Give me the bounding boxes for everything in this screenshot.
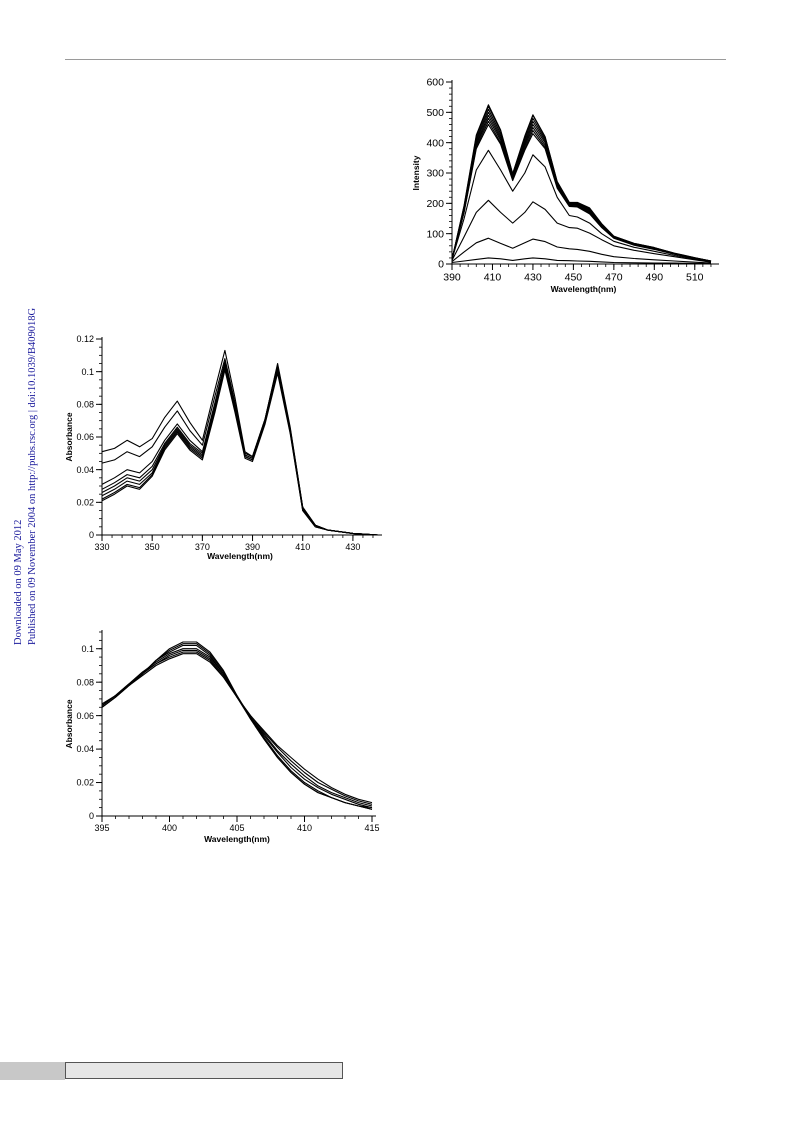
x-tick-label: 470 — [605, 272, 623, 284]
y-tick-label: 0.08 — [76, 399, 94, 409]
series-line-4 — [451, 149, 712, 263]
y-tick-label: 0.1 — [81, 367, 94, 377]
x-tick-label: 350 — [145, 542, 160, 552]
download-sidebar: Downloaded on 09 May 2012 Published on 0… — [12, 285, 48, 645]
series-line-2 — [101, 367, 379, 536]
y-tick-label: 400 — [426, 137, 444, 149]
x-axis-label: Wavelength(nm) — [204, 834, 270, 844]
footer-bar — [65, 1062, 343, 1079]
series-line-1 — [451, 257, 712, 265]
series-line-5 — [101, 362, 379, 536]
series-line-2 — [101, 643, 373, 810]
y-tick-label: 0.04 — [76, 465, 94, 475]
series-line-7 — [101, 653, 373, 804]
x-tick-label: 415 — [364, 823, 379, 833]
header-rule — [65, 59, 726, 60]
series-line-6 — [451, 120, 712, 262]
absorbance-zoom-chart: 395 400 405 410 415 0 0.02 0.04 0.06 0.08 0.1 Wavel… — [64, 630, 380, 844]
x-tick-label: 390 — [443, 272, 461, 284]
y-axis-label: Absorbance — [64, 699, 74, 748]
y-tick-label: 0.12 — [76, 334, 94, 344]
x-tick-label: 395 — [94, 823, 109, 833]
y-tick-label: 0.06 — [76, 711, 94, 721]
y-tick-label: 0 — [89, 811, 94, 821]
x-tick-label: 430 — [524, 272, 542, 284]
x-tick-label: 330 — [94, 542, 109, 552]
x-tick-label: 410 — [297, 823, 312, 833]
series-line-6 — [101, 361, 379, 536]
x-tick-label: 430 — [345, 542, 360, 552]
x-axis-label: Wavelength(nm) — [551, 284, 617, 294]
x-axis-label: Wavelength(nm) — [207, 551, 273, 561]
y-tick-label: 0.06 — [76, 432, 94, 442]
y-tick-label: 300 — [426, 168, 444, 180]
x-tick-label: 400 — [162, 823, 177, 833]
series-line-5 — [451, 123, 712, 262]
x-tick-label: 510 — [686, 272, 704, 284]
y-tick-label: 200 — [426, 198, 444, 210]
y-tick-label: 0 — [438, 259, 444, 271]
series-line-7 — [451, 117, 712, 262]
footer-page-tab — [0, 1062, 65, 1080]
x-tick-label: 405 — [229, 823, 244, 833]
y-tick-label: 0.1 — [81, 644, 94, 654]
publication-line[interactable]: Published on 09 November 2004 on http://… — [26, 307, 38, 645]
series-line-1 — [101, 369, 379, 536]
y-tick-label: 0 — [89, 530, 94, 540]
x-tick-label: 410 — [484, 272, 502, 284]
y-axis-label: Absorbance — [64, 412, 74, 461]
series-line-7 — [101, 358, 379, 536]
series-line-1 — [101, 644, 373, 810]
x-tick-label: 490 — [646, 272, 664, 284]
y-axis-label: Intensity — [411, 155, 421, 190]
x-tick-label: 450 — [565, 272, 583, 284]
series-line-8 — [101, 349, 379, 536]
x-tick-label: 370 — [195, 542, 210, 552]
series-line-3 — [101, 366, 379, 536]
series-line-4 — [101, 364, 379, 536]
y-tick-label: 0.02 — [76, 778, 94, 788]
y-tick-label: 0.02 — [76, 497, 94, 507]
x-tick-label: 390 — [245, 542, 260, 552]
x-tick-label: 410 — [295, 542, 310, 552]
series-line-3 — [101, 641, 373, 809]
series-line-11 — [451, 105, 712, 262]
y-tick-label: 0.08 — [76, 677, 94, 687]
y-tick-label: 0.04 — [76, 744, 94, 754]
y-tick-label: 600 — [426, 77, 444, 89]
emission-spectrum-chart: 390 410 430 450 470 490 510 0 100 200 300 400 500 600… — [411, 77, 719, 294]
series-line-3 — [451, 199, 712, 263]
series-line-12 — [451, 104, 712, 262]
series-line-2 — [451, 237, 712, 264]
download-date-line: Downloaded on 09 May 2012 — [13, 519, 24, 645]
y-tick-label: 100 — [426, 228, 444, 240]
absorbance-spectrum-chart: 330 350 370 390 410 430 0 0.02 0.04 0.06 0.08 0.1 0.… — [64, 334, 382, 561]
series-line-10 — [451, 108, 712, 262]
y-tick-label: 500 — [426, 107, 444, 119]
